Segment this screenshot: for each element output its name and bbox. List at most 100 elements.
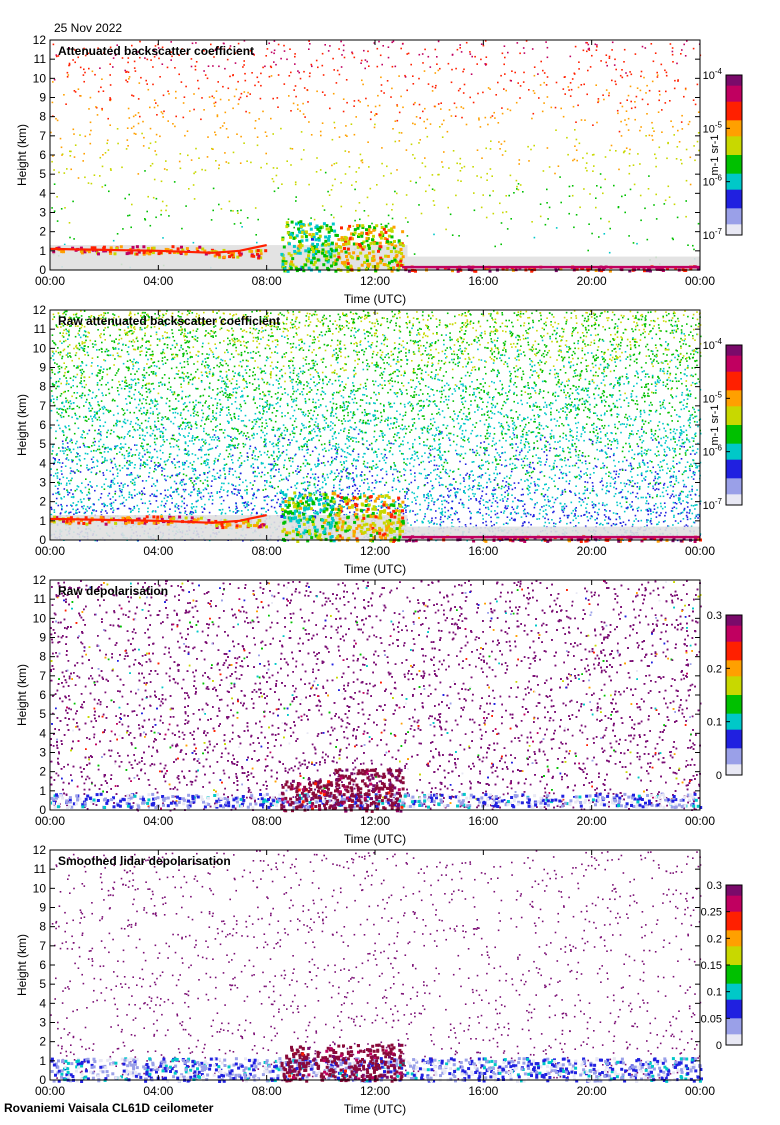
y-tick-label: 1 [39, 514, 46, 528]
y-tick-label: 11 [34, 592, 47, 606]
y-tick-label: 10 [33, 881, 47, 895]
x-tick-label: 12:00 [360, 544, 390, 558]
y-tick-label: 9 [39, 91, 46, 105]
y-tick-label: 4 [39, 726, 46, 740]
y-tick-label: 8 [39, 110, 46, 124]
x-tick-label: 16:00 [468, 544, 498, 558]
y-tick-label: 3 [39, 476, 46, 490]
y-tick-label: 10 [33, 71, 47, 85]
y-tick-label: 12 [33, 573, 47, 587]
colorbar-tick-label: 10-4 [703, 337, 723, 352]
colorbar: 10-710-610-510-4m-1 sr-1 [703, 337, 742, 512]
colorbar-tick-label: 0.25 [701, 907, 722, 919]
y-tick-label: 8 [39, 380, 46, 394]
colorbar-units: m-1 sr-1 [709, 135, 721, 176]
x-tick-label: 04:00 [143, 274, 173, 288]
y-tick-label: 4 [39, 996, 46, 1010]
y-axis-label: Height (km) [15, 394, 29, 456]
colorbar-tick-label: 0.3 [707, 610, 722, 622]
panel-title: Raw depolarisation [58, 584, 168, 598]
y-tick-label: 2 [39, 765, 46, 779]
y-tick-label: 5 [39, 167, 46, 181]
y-tick-label: 12 [33, 303, 47, 317]
y-axis-label: Height (km) [15, 124, 29, 186]
y-tick-label: 6 [39, 148, 46, 162]
colorbar-tick-label: 0 [716, 770, 722, 782]
y-tick-label: 7 [39, 129, 46, 143]
y-tick-label: 6 [39, 958, 46, 972]
y-axis-label: Height (km) [15, 664, 29, 726]
x-tick-label: 08:00 [252, 1084, 282, 1098]
colorbar: 10-710-610-510-4m-1 sr-1 [703, 67, 742, 242]
x-tick-label: 00:00 [685, 814, 715, 828]
x-tick-label: 04:00 [143, 814, 173, 828]
y-tick-label: 12 [33, 33, 47, 47]
x-tick-label: 16:00 [468, 1084, 498, 1098]
y-tick-label: 5 [39, 977, 46, 991]
x-axis-label: Time (UTC) [344, 292, 406, 306]
colorbar: 0 0.1 0.2 0.3 [707, 610, 742, 782]
y-tick-label: 11 [34, 862, 47, 876]
x-tick-label: 16:00 [468, 814, 498, 828]
y-tick-label: 1 [39, 784, 46, 798]
x-tick-label: 20:00 [577, 1084, 607, 1098]
colorbar-tick-label: 10-5 [703, 120, 723, 135]
y-tick-label: 9 [39, 631, 46, 645]
colorbar-tick-label: 0.1 [707, 717, 722, 729]
colorbar-tick-label: 10-5 [703, 390, 723, 405]
y-tick-label: 7 [39, 399, 46, 413]
y-tick-label: 11 [34, 52, 47, 66]
colorbar-tick-label: 0.2 [707, 933, 722, 945]
colorbar-units: m-1 sr-1 [709, 405, 721, 446]
panel-title: Attenuated backscatter coefficient [58, 44, 254, 58]
x-tick-label: 16:00 [468, 274, 498, 288]
colorbar-tick-label: 0.1 [707, 987, 722, 999]
x-tick-label: 12:00 [360, 814, 390, 828]
y-tick-label: 3 [39, 746, 46, 760]
x-tick-label: 20:00 [577, 814, 607, 828]
panel-title: Raw attenuated backscatter coefficient [58, 314, 280, 328]
y-tick-label: 4 [39, 186, 46, 200]
y-tick-label: 1 [39, 1054, 46, 1068]
x-axis-label: Time (UTC) [344, 832, 406, 846]
y-tick-label: 2 [39, 495, 46, 509]
y-tick-label: 10 [33, 611, 47, 625]
y-tick-label: 5 [39, 707, 46, 721]
x-tick-label: 08:00 [252, 274, 282, 288]
colorbar-tick-label: 10-7 [703, 497, 723, 512]
y-tick-label: 6 [39, 418, 46, 432]
date-label: 25 Nov 2022 [54, 21, 122, 35]
colorbar: 00.050.10.150.20.250.3 [701, 880, 742, 1052]
y-axis-label: Height (km) [15, 934, 29, 996]
x-tick-label: 00:00 [35, 274, 65, 288]
y-tick-label: 6 [39, 688, 46, 702]
y-tick-label: 2 [39, 225, 46, 239]
y-tick-label: 7 [39, 939, 46, 953]
colorbar-tick-label: 10-7 [703, 227, 723, 242]
site-caption: Rovaniemi Vaisala CL61D ceilometer [4, 1101, 213, 1115]
y-tick-label: 8 [39, 920, 46, 934]
colorbar-tick-label: 0.15 [701, 960, 722, 972]
y-tick-label: 10 [33, 341, 47, 355]
y-tick-label: 2 [39, 1035, 46, 1049]
colorbar-tick-label: 0 [716, 1040, 722, 1052]
y-tick-label: 1 [39, 244, 46, 258]
y-tick-label: 11 [34, 322, 47, 336]
panel-1: Attenuated backscatter coefficient012345… [15, 33, 742, 306]
x-tick-label: 00:00 [35, 544, 65, 558]
panel-title: Smoothed lidar depolarisation [58, 854, 231, 868]
x-tick-label: 08:00 [252, 814, 282, 828]
x-axis-label: Time (UTC) [344, 1102, 406, 1116]
x-tick-label: 20:00 [577, 544, 607, 558]
x-tick-label: 00:00 [685, 1084, 715, 1098]
colorbar-tick-label: 0.2 [707, 663, 722, 675]
x-tick-label: 00:00 [35, 814, 65, 828]
y-tick-label: 4 [39, 456, 46, 470]
x-tick-label: 08:00 [252, 544, 282, 558]
colorbar-tick-label: 0.05 [701, 1013, 722, 1025]
x-tick-label: 00:00 [685, 544, 715, 558]
x-tick-label: 00:00 [35, 1084, 65, 1098]
